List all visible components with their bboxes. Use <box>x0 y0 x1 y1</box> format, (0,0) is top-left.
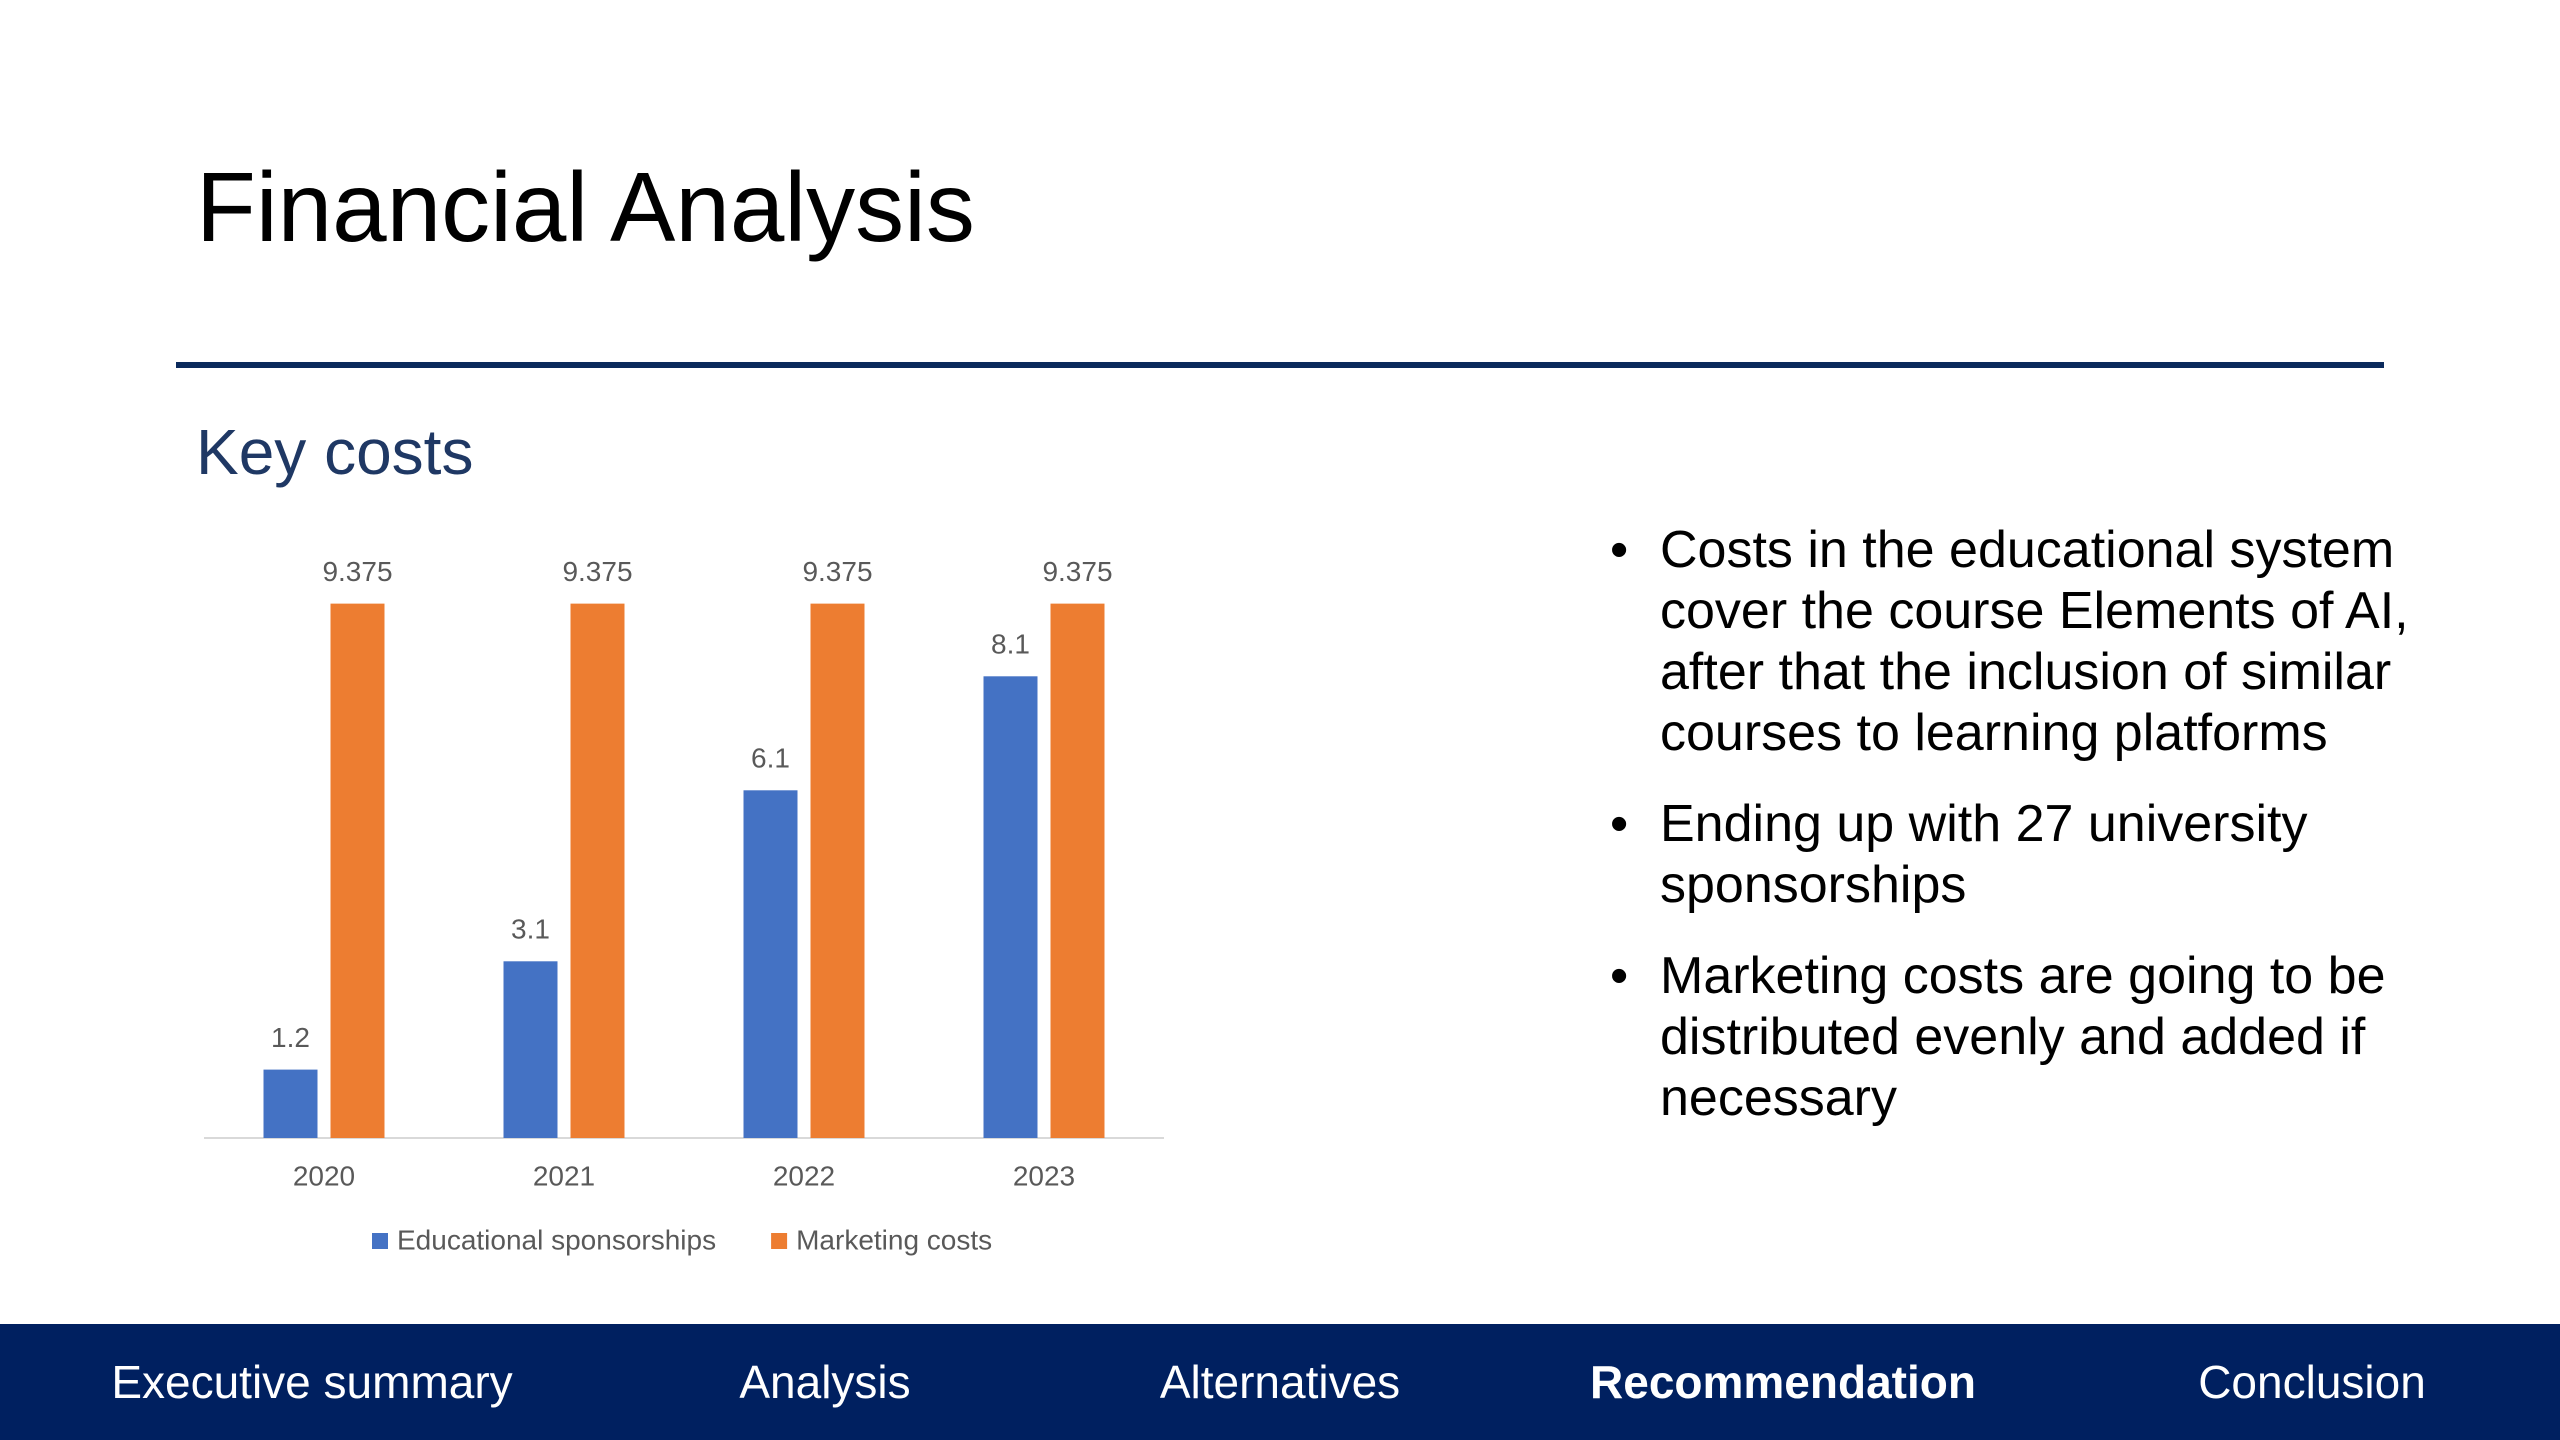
bar <box>570 603 625 1138</box>
bar <box>503 961 558 1138</box>
chart: Financial Analysis Key costs 2020 1.2 9.37… <box>176 152 2384 1255</box>
x-tick-label: 2021 <box>533 1160 595 1191</box>
data-label: 9.375 <box>562 556 632 587</box>
title-rule <box>176 362 2384 368</box>
slide-title: Financial Analysis <box>196 152 975 262</box>
legend-label: Marketing costs <box>796 1224 992 1255</box>
data-label: 9.375 <box>802 556 872 587</box>
bullet-list: Costs in the educational system cover th… <box>1610 520 2440 1159</box>
legend-swatch <box>771 1233 788 1249</box>
nav-item[interactable]: Executive summary <box>111 1356 513 1408</box>
x-tick-label: 2020 <box>293 1160 355 1191</box>
legend-swatch <box>372 1233 388 1249</box>
data-label: 9.375 <box>322 556 392 587</box>
nav-item[interactable]: Analysis <box>739 1356 911 1408</box>
bar <box>330 603 385 1138</box>
chart-title: Key costs <box>196 416 473 488</box>
bar <box>810 603 865 1138</box>
bullet: Ending up with 27 university sponsorship… <box>1610 794 2440 916</box>
nav-bar: Executive summary Analysis Alternatives … <box>0 1324 2560 1440</box>
data-label: 9.375 <box>1042 556 1112 587</box>
data-label: 1.2 <box>271 1022 310 1053</box>
bar <box>1050 603 1105 1138</box>
bar <box>263 1069 318 1138</box>
x-tick-label: 2022 <box>773 1160 835 1191</box>
data-label: 3.1 <box>511 914 550 945</box>
data-label: 8.1 <box>991 629 1030 660</box>
nav-item[interactable]: Alternatives <box>1159 1356 1401 1408</box>
bullet: Marketing costs are going to be distribu… <box>1610 946 2440 1129</box>
legend-label: Educational sponsorships <box>397 1224 716 1255</box>
nav-item[interactable]: Recommendation <box>1590 1356 1976 1408</box>
bullet: Costs in the educational system cover th… <box>1610 520 2440 764</box>
data-label: 6.1 <box>751 743 790 774</box>
bar <box>743 790 798 1138</box>
bar <box>983 676 1038 1138</box>
x-tick-label: 2023 <box>1013 1160 1075 1191</box>
nav-item[interactable]: Conclusion <box>2198 1356 2426 1408</box>
